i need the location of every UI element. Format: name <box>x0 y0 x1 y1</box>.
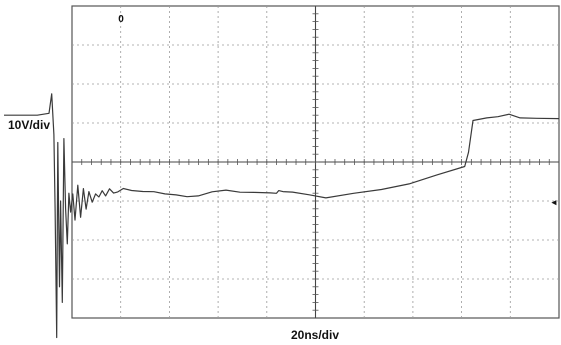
x-axis-label: 20ns/div <box>291 328 339 342</box>
ground-level-marker: ◂ <box>551 197 557 207</box>
y-axis-label: 10V/div <box>8 118 50 132</box>
trigger-marker: 0 <box>118 14 124 25</box>
center-axis-ticks <box>71 5 560 319</box>
waveform-trace <box>4 93 560 339</box>
